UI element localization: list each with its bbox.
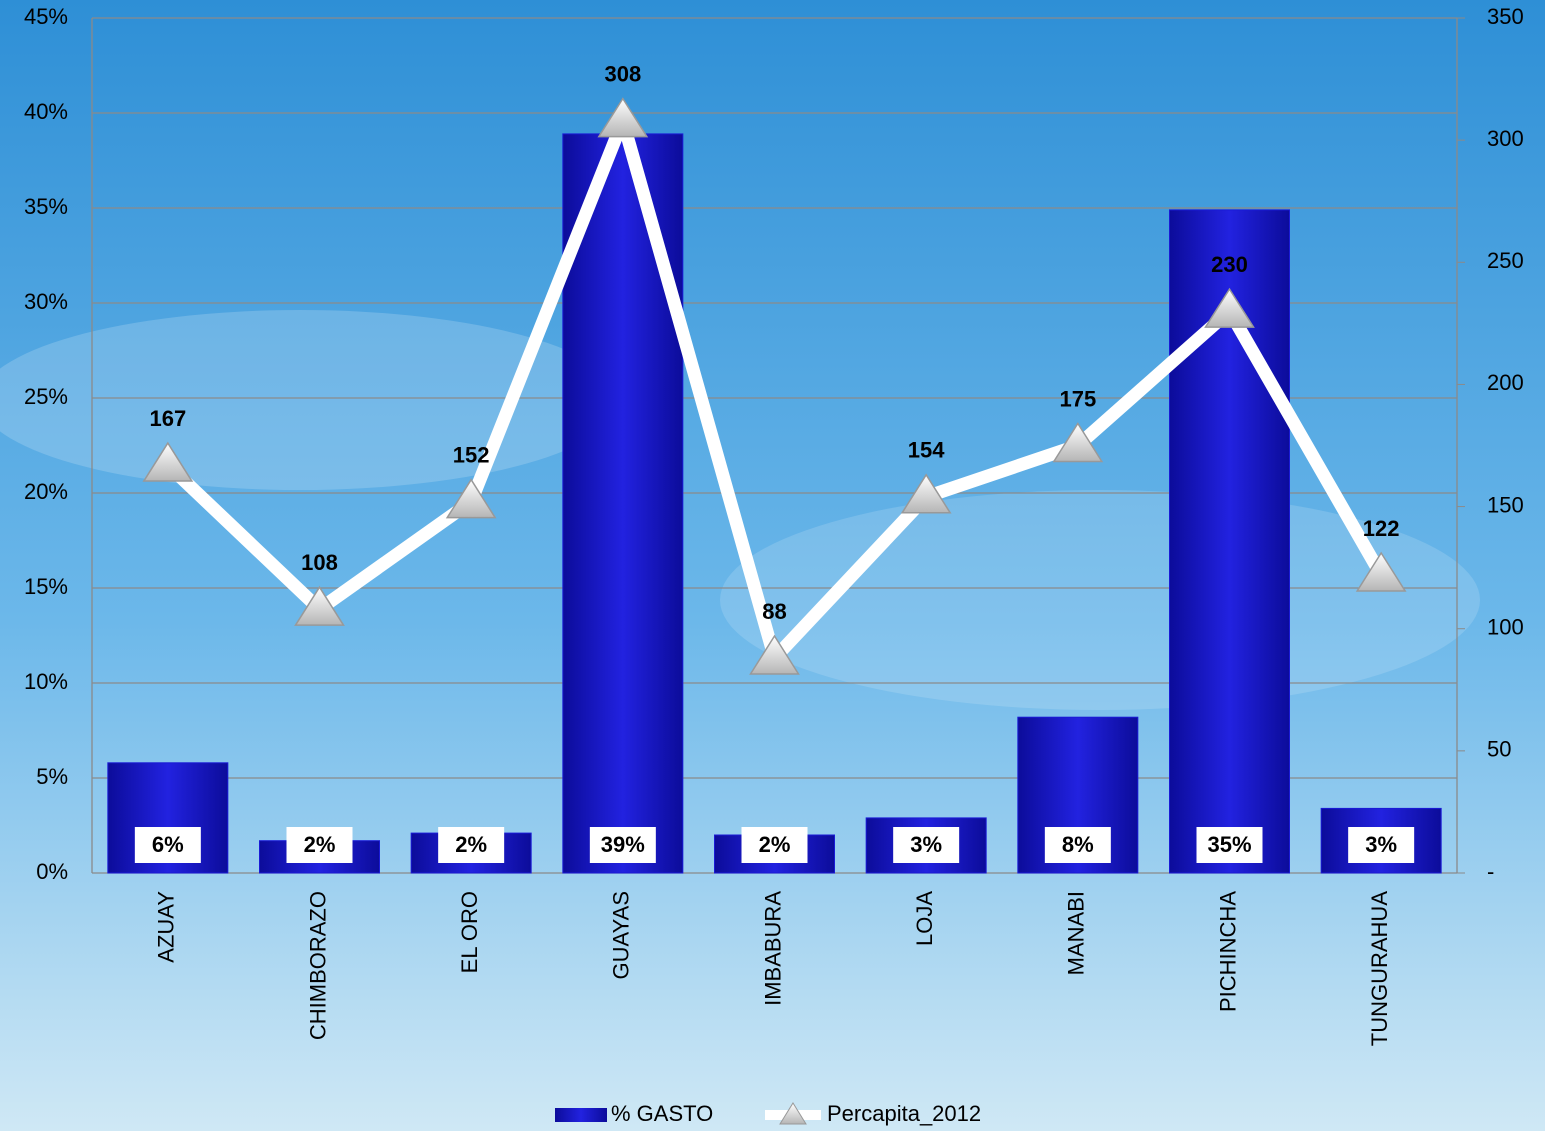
value-label: 8%	[1062, 832, 1094, 857]
x-tick-label: PICHINCHA	[1215, 891, 1240, 1012]
y-tick-label: 0%	[36, 859, 68, 884]
value-label-box	[589, 827, 656, 863]
y2-tick-label: 350	[1487, 4, 1524, 29]
y-tick-label: 10%	[24, 669, 68, 694]
value-label: 2%	[455, 832, 487, 857]
value-label: 3%	[1365, 832, 1397, 857]
y-tick-label: 5%	[36, 764, 68, 789]
x-tick-label: IMBABURA	[760, 891, 785, 1006]
y-tick-label: 35%	[24, 194, 68, 219]
data-label: 167	[149, 406, 186, 431]
data-label: 88	[762, 599, 786, 624]
marker	[1204, 287, 1255, 328]
legend-label: Percapita_2012	[827, 1101, 981, 1126]
legend-marker	[779, 1102, 807, 1125]
value-label: 6%	[152, 832, 184, 857]
value-label-box	[134, 827, 201, 863]
x-tick-label: LOJA	[912, 891, 937, 946]
value-label-box	[1044, 827, 1111, 863]
data-label: 154	[908, 438, 945, 463]
y-tick-label: 40%	[24, 99, 68, 124]
x-tick-label: AZUAY	[154, 891, 179, 963]
bar	[562, 133, 684, 874]
data-label: 175	[1059, 386, 1096, 411]
y-tick-label: 20%	[24, 479, 68, 504]
value-label-box	[1196, 827, 1263, 863]
cloud	[0, 310, 620, 490]
marker	[1355, 551, 1407, 592]
x-tick-label: TUNGURAHUA	[1367, 891, 1392, 1047]
x-tick-label: GUAYAS	[609, 891, 634, 979]
value-label: 2%	[304, 832, 336, 857]
value-label: 35%	[1207, 832, 1251, 857]
value-label-box	[286, 827, 353, 863]
y-tick-label: 30%	[24, 289, 68, 314]
marker	[294, 585, 345, 626]
marker	[749, 634, 800, 675]
data-label: 230	[1211, 252, 1248, 277]
marker	[445, 478, 497, 519]
y2-tick-label: -	[1487, 859, 1494, 884]
value-label-box	[1348, 827, 1415, 863]
marker	[142, 441, 194, 482]
x-tick-label: CHIMBORAZO	[305, 891, 330, 1040]
marker	[900, 473, 952, 514]
data-label: 308	[604, 61, 641, 86]
value-label: 2%	[759, 832, 791, 857]
value-label-box	[741, 827, 808, 863]
data-label: 122	[1363, 516, 1400, 541]
value-label: 39%	[601, 832, 645, 857]
y2-tick-label: 300	[1487, 126, 1524, 151]
y2-tick-label: 50	[1487, 737, 1511, 762]
y-tick-label: 15%	[24, 574, 68, 599]
y2-tick-label: 250	[1487, 248, 1524, 273]
x-tick-label: EL ORO	[457, 891, 482, 973]
data-label: 108	[301, 550, 338, 575]
y2-tick-label: 150	[1487, 492, 1524, 517]
y-tick-label: 45%	[24, 4, 68, 29]
value-label-box	[893, 827, 960, 863]
legend-label: % GASTO	[611, 1101, 713, 1126]
legend-swatch	[555, 1108, 607, 1122]
data-label: 152	[453, 442, 490, 467]
marker	[597, 97, 649, 138]
y2-tick-label: 200	[1487, 370, 1524, 395]
marker	[1052, 422, 1104, 463]
value-label-box	[438, 827, 505, 863]
x-tick-label: MANABI	[1064, 891, 1089, 975]
y2-tick-label: 100	[1487, 615, 1524, 640]
value-label: 3%	[910, 832, 942, 857]
y-tick-label: 25%	[24, 384, 68, 409]
